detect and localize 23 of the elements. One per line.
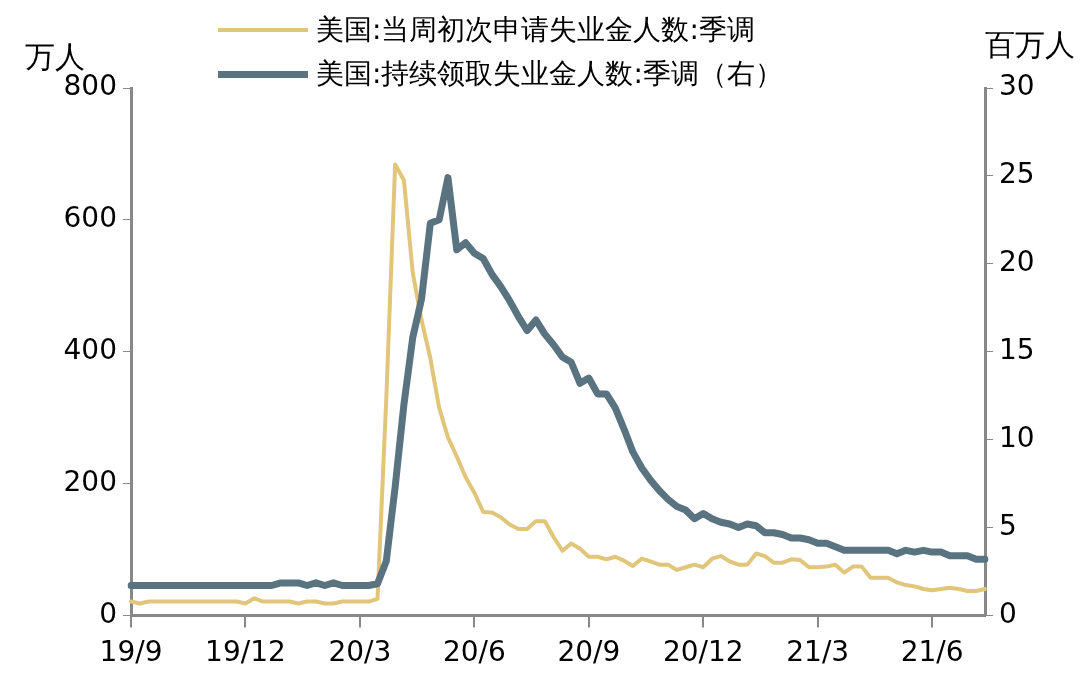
y2-axis-title: 百万人 <box>985 26 1075 62</box>
x-tick-label: 21/3 <box>786 635 850 669</box>
x-tick-label: 20/3 <box>328 635 392 669</box>
y2-tick-label: 5 <box>999 508 1017 542</box>
y2-tick-label: 20 <box>999 245 1035 279</box>
x-tick-label: 20/12 <box>662 635 744 669</box>
y-tick-label: 0 <box>99 596 117 630</box>
legend-label: 美国:当周初次申请失业金人数:季调 <box>316 12 755 48</box>
y2-tick-label: 10 <box>999 420 1035 454</box>
x-tick-label: 20/6 <box>442 635 506 669</box>
y2-tick-label: 25 <box>999 157 1035 191</box>
legend-label: 美国:持续领取失业金人数:季调（右） <box>316 56 783 92</box>
y-axis-title: 万人 <box>25 38 85 74</box>
x-tick-label: 19/9 <box>99 635 163 669</box>
x-tick-label: 19/12 <box>205 635 286 669</box>
y2-tick-label: 30 <box>999 69 1035 103</box>
y2-tick-label: 15 <box>999 332 1035 366</box>
x-tick-label: 21/6 <box>900 635 964 669</box>
y-tick-label: 600 <box>63 201 117 235</box>
y2-tick-label: 0 <box>999 596 1017 630</box>
x-tick-label: 20/9 <box>557 635 621 669</box>
y-tick-label: 200 <box>63 464 117 498</box>
y-tick-label: 400 <box>63 332 117 366</box>
